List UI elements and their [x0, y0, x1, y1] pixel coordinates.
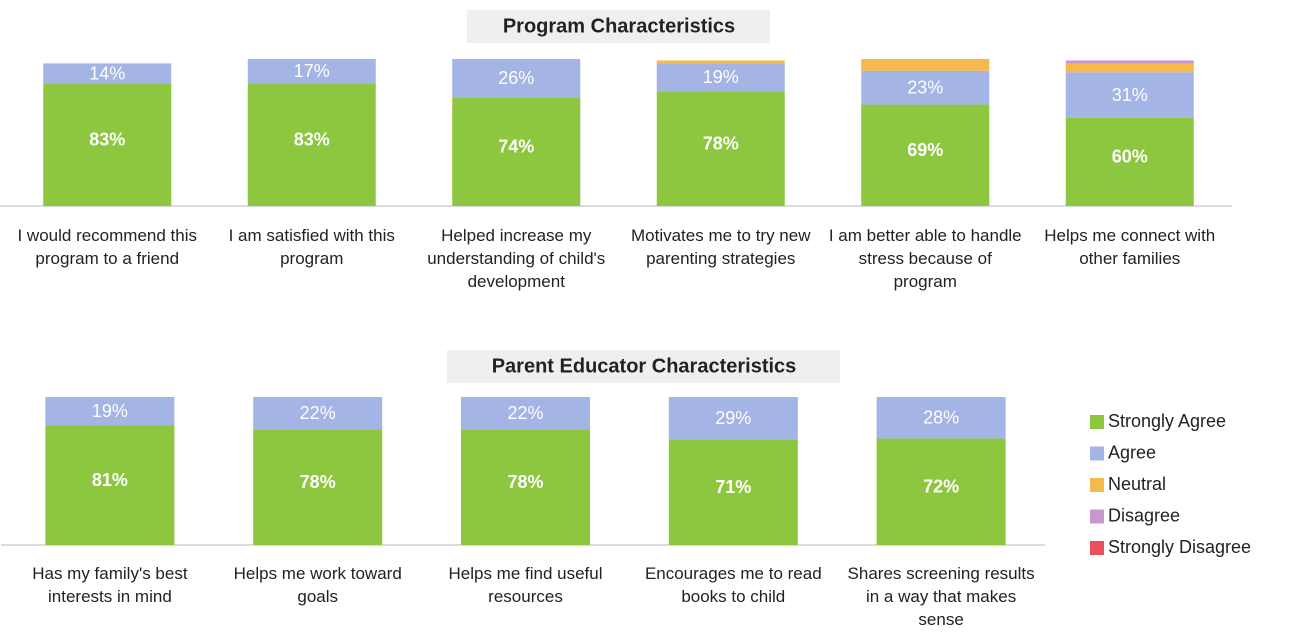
x-tick-label: Helps me work toward goals [234, 564, 402, 606]
legend-swatch [1090, 541, 1104, 555]
label-line: Helps me connect with [1044, 226, 1215, 245]
data-label: 72% [923, 476, 959, 496]
x-tick-label: Motivates me to try new parenting strateg… [631, 226, 811, 268]
label-line: Helps me find useful [448, 564, 602, 583]
bar-segment [461, 397, 590, 430]
legend-swatch [1090, 478, 1104, 492]
label-line: I am satisfied with this [229, 226, 395, 245]
x-tick-label: Shares screening results in a way that ma… [848, 564, 1035, 629]
title-box [447, 350, 840, 383]
bar-segment [43, 63, 172, 84]
x-tick-label: Helps me connect with other families [1044, 226, 1215, 268]
bar-segment [452, 59, 581, 98]
data-label: 29% [715, 408, 751, 428]
bar-segment [45, 397, 175, 426]
data-label: 69% [907, 140, 943, 160]
label-line: parenting strategies [646, 249, 795, 268]
label-line: program to a friend [35, 249, 179, 268]
legend-swatch [1090, 509, 1104, 524]
bar-segment [861, 59, 990, 71]
data-label: 74% [498, 136, 534, 156]
data-label: 26% [498, 68, 534, 88]
bar-segment [876, 438, 1006, 545]
legend-label: Strongly Disagree [1108, 537, 1251, 557]
data-label: 19% [92, 401, 128, 421]
chart-title: Parent Educator Characteristics [492, 355, 797, 377]
x-tick-label: Has my family's best interests in mind [32, 564, 188, 606]
label-line: other families [1079, 249, 1180, 268]
label-line: sense [918, 610, 963, 629]
label-line: interests in mind [48, 587, 172, 606]
bar-segment [1065, 117, 1194, 206]
legend-label: Disagree [1108, 505, 1180, 525]
data-label: 28% [923, 407, 959, 427]
data-label: 14% [89, 63, 125, 83]
label-line: Motivates me to try new [631, 226, 811, 245]
legend-label: Agree [1108, 442, 1156, 462]
label-line: Helped increase my [441, 226, 592, 245]
bar-segment [247, 83, 376, 206]
x-tick-label: Encourages me to read books to child [645, 564, 822, 606]
legend-label: Strongly Agree [1108, 411, 1226, 431]
label-line: Helps me work toward [234, 564, 402, 583]
bar-segment [861, 104, 990, 206]
bar-segment [876, 397, 1006, 439]
bar-segment [656, 60, 785, 64]
legend-swatch [1090, 446, 1104, 461]
label-line: I am better able to handle [829, 226, 1022, 245]
x-tick-label: Helped increase my understanding of child… [427, 226, 605, 291]
data-label: 22% [300, 403, 336, 423]
x-tick-label: I am satisfied with this program [229, 226, 395, 268]
data-label: 78% [703, 133, 739, 153]
label-line: Shares screening results [848, 564, 1035, 583]
data-label: 31% [1112, 85, 1148, 105]
label-line: I would recommend this [17, 226, 197, 245]
bar-segment [45, 425, 175, 545]
bar-segment [452, 97, 581, 206]
label-line: development [468, 272, 566, 291]
label-line: resources [488, 587, 563, 606]
bar-segment [253, 429, 383, 545]
label-line: program [894, 272, 957, 291]
label-line: books to child [681, 587, 785, 606]
bar-segment [668, 439, 798, 545]
legend-label: Neutral [1108, 474, 1166, 494]
bar-segment [43, 83, 172, 206]
bar-segment [1065, 63, 1194, 73]
bar-segment [656, 91, 785, 206]
bar-segment [861, 70, 990, 105]
data-label: 19% [703, 67, 739, 87]
x-tick-label: I would recommend this program to a frien… [17, 226, 197, 268]
x-tick-label: I am better able to handle stress because… [829, 226, 1022, 291]
chart-title: Program Characteristics [503, 15, 735, 37]
data-label: 60% [1112, 147, 1148, 167]
data-label: 17% [294, 61, 330, 81]
x-tick-label: Helps me find useful resources [448, 564, 602, 606]
bar-segment [1065, 72, 1194, 118]
legend-swatch [1090, 415, 1104, 429]
label-line: goals [297, 587, 338, 606]
data-label: 78% [507, 472, 543, 492]
data-label: 81% [92, 470, 128, 490]
bar-segment [247, 59, 376, 84]
label-line: program [280, 249, 343, 268]
label-line: in a way that makes [866, 587, 1016, 606]
data-label: 71% [715, 477, 751, 497]
label-line: Has my family's best [32, 564, 188, 583]
data-label: 78% [300, 472, 336, 492]
data-label: 83% [294, 130, 330, 150]
bar-segment [1065, 60, 1194, 64]
title-box [467, 10, 770, 43]
label-line: Encourages me to read [645, 564, 822, 583]
data-label: 83% [89, 130, 125, 150]
bar-segment [668, 397, 798, 440]
data-label: 22% [507, 403, 543, 423]
label-line: stress because of [859, 249, 993, 268]
label-line: understanding of child's [427, 249, 605, 268]
data-label: 23% [907, 77, 943, 97]
bar-segment [656, 63, 785, 92]
bar-segment [253, 397, 383, 430]
bar-segment [461, 429, 590, 545]
